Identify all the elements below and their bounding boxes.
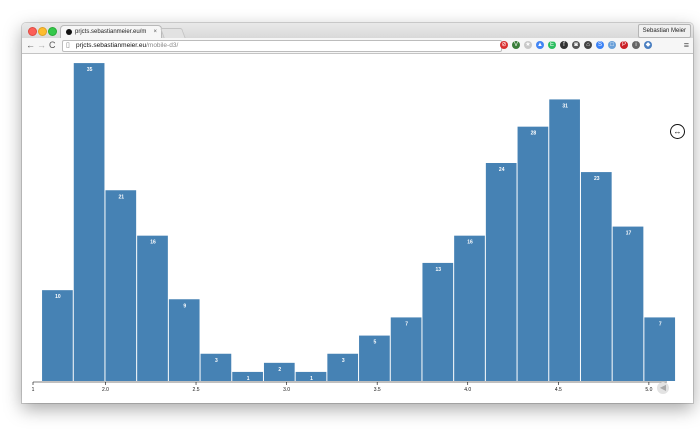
bar-value-label: 13 bbox=[436, 267, 442, 273]
drive-icon[interactable]: ▲ bbox=[536, 41, 544, 49]
address-bar[interactable]: ▯ prjcts.sebastianmeier.eu/mobile-d3/ bbox=[62, 40, 502, 52]
bar-value-label: 5 bbox=[374, 340, 377, 346]
profile-button[interactable]: Sebastian Meier bbox=[637, 24, 691, 38]
histogram-bar bbox=[168, 299, 200, 381]
bar-value-label: 16 bbox=[467, 240, 473, 246]
tab-close-icon[interactable]: × bbox=[153, 29, 157, 35]
x-tick-label: 5.0 bbox=[645, 387, 652, 393]
x-tick-label: 1 bbox=[32, 387, 35, 393]
histogram-bar bbox=[390, 317, 422, 381]
evernote-icon[interactable]: E bbox=[548, 41, 556, 49]
forward-button[interactable]: → bbox=[37, 40, 46, 50]
maximize-window-icon[interactable] bbox=[48, 27, 57, 36]
bar-value-label: 2 bbox=[278, 367, 281, 373]
bar-value-label: 3 bbox=[215, 358, 218, 364]
pocket-icon[interactable]: ◙ bbox=[572, 41, 580, 49]
bar-value-label: 35 bbox=[87, 67, 93, 73]
star-icon[interactable]: ★ bbox=[524, 41, 532, 49]
histogram-bar bbox=[517, 126, 549, 382]
bar-value-label: 28 bbox=[531, 131, 537, 137]
info-icon[interactable]: i bbox=[632, 41, 640, 49]
page-icon: ▯ bbox=[66, 42, 70, 49]
histogram-bar bbox=[73, 63, 105, 381]
histogram-bar bbox=[549, 99, 580, 381]
bar-value-label: 9 bbox=[183, 303, 186, 309]
bar-value-label: 24 bbox=[499, 167, 505, 173]
favicon-icon bbox=[66, 29, 72, 35]
bar-value-label: 7 bbox=[659, 321, 662, 327]
corner-icon: ◀ bbox=[657, 382, 669, 394]
x-tick-label: 4.0 bbox=[464, 387, 471, 393]
browser-window: prjcts.sebastianmeier.eu/m × Sebastian M… bbox=[22, 23, 693, 403]
url-text: prjcts.sebastianmeier.eu/mobile-d3/ bbox=[76, 41, 178, 51]
pinterest-icon[interactable]: P bbox=[620, 41, 628, 49]
reload-button[interactable]: C bbox=[49, 40, 56, 50]
adblock-icon[interactable]: ⊘ bbox=[500, 41, 508, 49]
bar-value-label: 1 bbox=[247, 376, 250, 382]
histogram-bar bbox=[454, 235, 485, 381]
x-tick-label: 2.5 bbox=[193, 387, 200, 393]
bar-value-label: 31 bbox=[562, 103, 568, 109]
histogram-bar bbox=[200, 353, 232, 381]
close-window-icon[interactable] bbox=[28, 27, 37, 36]
bar-value-label: 10 bbox=[55, 294, 61, 300]
resize-handle-icon[interactable]: ↔ bbox=[670, 124, 685, 139]
x-tick-label: 3.5 bbox=[374, 387, 381, 393]
histogram-bar bbox=[295, 371, 327, 381]
browser-toolbar: ← → C ▯ prjcts.sebastianmeier.eu/mobile-… bbox=[22, 38, 693, 54]
histogram-bar bbox=[232, 371, 263, 381]
vimium-icon[interactable]: V bbox=[512, 41, 520, 49]
url-path: /mobile-d3/ bbox=[146, 42, 179, 49]
bar-value-label: 16 bbox=[150, 240, 156, 246]
bar-value-label: 23 bbox=[594, 176, 600, 182]
folder-icon[interactable]: □ bbox=[608, 41, 616, 49]
histogram-bar bbox=[105, 190, 137, 381]
histogram-bar bbox=[580, 172, 612, 381]
minimize-window-icon[interactable] bbox=[38, 27, 47, 36]
tab-title: prjcts.sebastianmeier.eu/m bbox=[75, 29, 147, 35]
menu-icon[interactable]: ≡ bbox=[683, 40, 689, 50]
feedly-icon[interactable]: f bbox=[560, 41, 568, 49]
browser-tab[interactable]: prjcts.sebastianmeier.eu/m × bbox=[60, 25, 162, 39]
histogram-bar bbox=[644, 317, 676, 381]
title-bar: prjcts.sebastianmeier.eu/m × Sebastian M… bbox=[22, 23, 693, 39]
url-host: prjcts.sebastianmeier.eu bbox=[76, 42, 147, 49]
histogram-bar bbox=[612, 226, 644, 381]
page-content: 10 35 21 16 9 3 1 2 1 3 5 7 13 16 24 28 31 23 17 7 1 2.0 2.5 3.… bbox=[22, 54, 693, 403]
x-tick-label: 2.0 bbox=[102, 387, 109, 393]
histogram-bar bbox=[42, 290, 73, 381]
bar-value-label: 7 bbox=[405, 321, 408, 327]
histogram-bar bbox=[137, 235, 168, 381]
museum-icon[interactable]: ⌂ bbox=[584, 41, 592, 49]
bar-value-label: 17 bbox=[626, 231, 632, 237]
layers-icon[interactable]: ◆ bbox=[644, 41, 652, 49]
x-tick-label: 4.5 bbox=[555, 387, 562, 393]
histogram-bar bbox=[359, 335, 390, 381]
bar-value-label: 3 bbox=[342, 358, 345, 364]
shazam-icon[interactable]: S bbox=[596, 41, 604, 49]
bar-value-label: 21 bbox=[119, 194, 125, 200]
x-tick-label: 3.0 bbox=[283, 387, 290, 393]
histogram-bar bbox=[422, 262, 454, 381]
histogram-bar bbox=[263, 362, 295, 381]
histogram-bar bbox=[485, 163, 517, 381]
back-button[interactable]: ← bbox=[26, 40, 35, 50]
bar-value-label: 1 bbox=[310, 376, 313, 382]
histogram-bar bbox=[327, 353, 359, 381]
